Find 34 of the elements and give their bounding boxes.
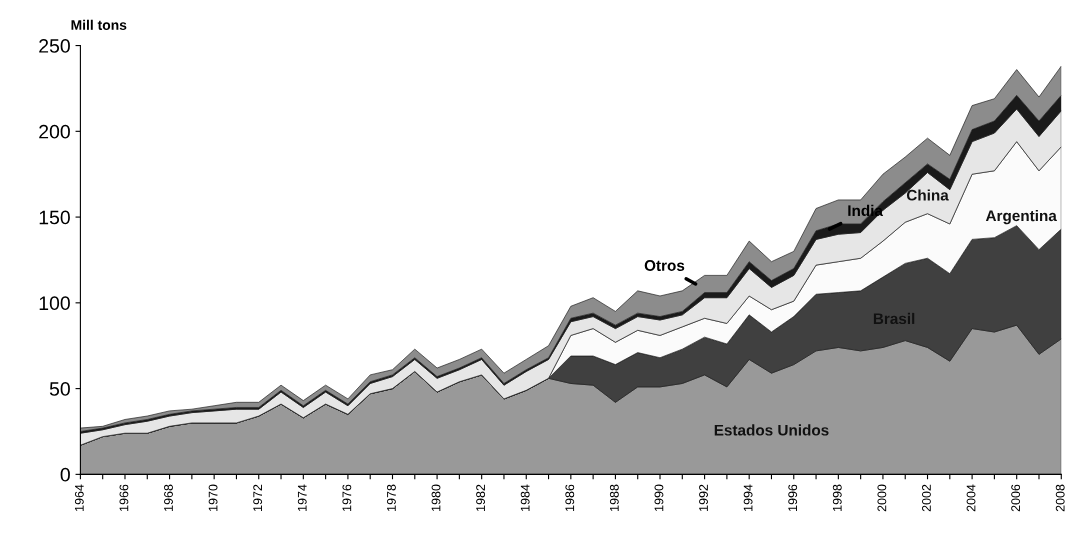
- x-tick-label: 1968: [164, 484, 173, 511]
- x-tick-label: 1998: [832, 484, 842, 511]
- x-tick-label: 1988: [609, 484, 619, 511]
- x-tick-label: 1976: [342, 484, 352, 511]
- x-tick-label: 1964: [74, 484, 84, 511]
- x-tick-label: 1986: [565, 484, 575, 511]
- x-tick-label: 2002: [922, 484, 931, 512]
- x-tick-label: 1970: [208, 484, 218, 511]
- y-tick-label: 50: [49, 382, 70, 396]
- x-tick-label: 1982: [476, 484, 486, 511]
- y-tick-label: 150: [39, 210, 70, 225]
- x-tick-label: 1966: [119, 484, 129, 511]
- x-tick-label: 2004: [966, 484, 976, 512]
- x-tick-label: 1978: [387, 484, 396, 511]
- series-label: Otros: [644, 260, 685, 271]
- series-label: Estados Unidos: [714, 424, 829, 436]
- x-tick-label: 2006: [1011, 484, 1021, 512]
- x-tick-label: 2008: [1055, 484, 1065, 512]
- series-label: Argentina: [985, 209, 1057, 225]
- x-tick-label: 1992: [699, 484, 708, 511]
- x-tick-label: 1974: [297, 484, 307, 511]
- x-tick-label: 1984: [520, 484, 530, 511]
- y-axis-title: Mill tons: [71, 19, 127, 30]
- y-tick-label: 0: [60, 467, 70, 482]
- series-label: China: [906, 189, 949, 201]
- y-tick-label: 250: [39, 39, 70, 53]
- x-tick-label: 1972: [253, 484, 263, 511]
- x-tick-label: 1994: [743, 484, 753, 511]
- y-tick-label: 200: [39, 124, 70, 139]
- x-tick-label: 1980: [431, 484, 441, 511]
- x-tick-label: 2000: [877, 484, 887, 512]
- x-tick-label: 1996: [788, 484, 798, 511]
- x-tick-label: 1990: [654, 484, 664, 511]
- y-tick-label: 100: [39, 296, 70, 311]
